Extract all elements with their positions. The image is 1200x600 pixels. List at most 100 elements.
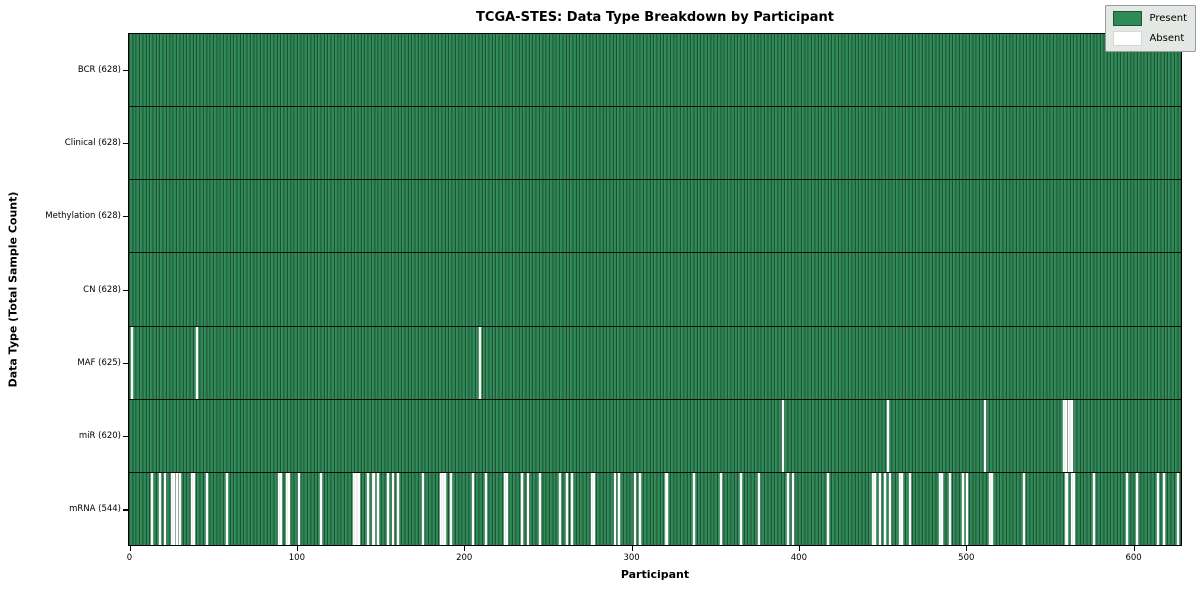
absent-mark [386,472,389,545]
absent-mark [472,472,475,545]
absent-mark [150,472,153,545]
absent-mark [639,472,642,545]
absent-mark [478,326,481,399]
absent-mark [570,472,573,545]
absent-mark [358,472,361,545]
x-tick-label: 500 [958,553,975,563]
absent-mark [949,472,952,545]
absent-mark [898,472,901,545]
absent-mark [391,472,394,545]
absent-mark [503,472,506,545]
absent-mark [353,472,356,545]
y-tick-label-mir: miR (620) [78,431,121,442]
data-row-methylation [129,179,1181,253]
legend: Present Absent [1105,5,1196,52]
x-tick-mark [129,546,131,551]
absent-mark [164,472,167,545]
x-tick-mark [464,546,466,551]
x-tick-mark [1133,546,1135,551]
absent-mark [634,472,637,545]
y-tick-label-maf: MAF (625) [77,357,121,368]
absent-mark [366,472,369,545]
absent-mark [159,472,162,545]
data-row-cn [129,252,1181,326]
absent-mark [441,472,444,545]
absent-mark [1071,472,1074,545]
absent-mark [1062,399,1065,472]
absent-mark [1126,472,1129,545]
absent-mark [443,472,446,545]
absent-mark [287,472,290,545]
absent-mark [559,472,562,545]
absent-mark [319,472,322,545]
absent-mark [505,472,508,545]
absent-mark [888,472,891,545]
x-tick-label: 200 [456,553,473,563]
x-tick-mark [798,546,801,551]
absent-mark [1066,472,1069,545]
absent-mark [1069,399,1072,472]
absent-mark [1136,472,1139,545]
absent-mark [592,472,595,545]
absent-mark [1064,472,1067,545]
absent-mark [539,472,542,545]
absent-mark [450,472,453,545]
absent-mark [989,472,992,545]
legend-entry-absent: Absent [1113,31,1187,46]
legend-label-absent: Absent [1149,33,1185,44]
absent-mark [175,472,178,545]
absent-mark [791,472,794,545]
absent-mark [719,472,722,545]
absent-mark [286,472,289,545]
absent-mark [939,472,941,545]
absent-mark [226,472,229,545]
y-tick-label-clinical: Clinical (628) [64,137,121,148]
absent-swatch-icon [1113,31,1143,46]
absent-mark [1176,472,1179,545]
absent-mark [1163,472,1166,545]
absent-mark [1092,472,1095,545]
absent-mark [590,472,593,545]
legend-entry-present: Present [1113,11,1187,26]
absent-mark [527,472,530,545]
absent-mark [1071,399,1074,472]
absent-mark [396,472,399,545]
y-tick-label-cn: CN (628) [83,284,121,295]
plot-area [128,33,1182,546]
x-tick-label: 300 [623,553,640,563]
y-tick-mark [123,142,128,145]
absent-mark [739,472,742,545]
absent-mark [373,472,376,545]
y-tick-mark [123,509,128,511]
absent-mark [786,472,789,545]
y-tick-mark [123,362,128,364]
absent-mark [1022,472,1025,545]
absent-mark [883,472,886,545]
absent-mark [195,326,198,399]
absent-mark [940,472,943,545]
legend-label-present: Present [1149,13,1187,24]
absent-mark [354,472,357,545]
absent-mark [565,472,568,545]
absent-mark [172,472,175,545]
absent-mark [664,472,667,545]
present-swatch-icon [1113,11,1143,26]
absent-mark [179,472,182,545]
x-tick-label: 100 [288,553,306,563]
absent-mark [371,472,374,545]
absent-mark [758,472,761,545]
y-axis-tick-labels: BCR (628) Clinical (628) Methylation (628)… [0,33,121,546]
absent-mark [298,472,301,545]
x-axis-label: Participant [620,568,690,581]
x-tick-mark [296,546,299,551]
data-row-mir [129,398,1181,472]
absent-mark [984,399,987,472]
absent-mark [1067,399,1070,472]
x-tick-label: 600 [1125,553,1142,563]
x-tick-label: 400 [790,553,808,563]
data-row-maf [129,325,1181,399]
absent-mark [485,472,488,545]
absent-mark [781,399,784,472]
absent-mark [826,472,829,545]
x-tick-mark [966,546,968,551]
